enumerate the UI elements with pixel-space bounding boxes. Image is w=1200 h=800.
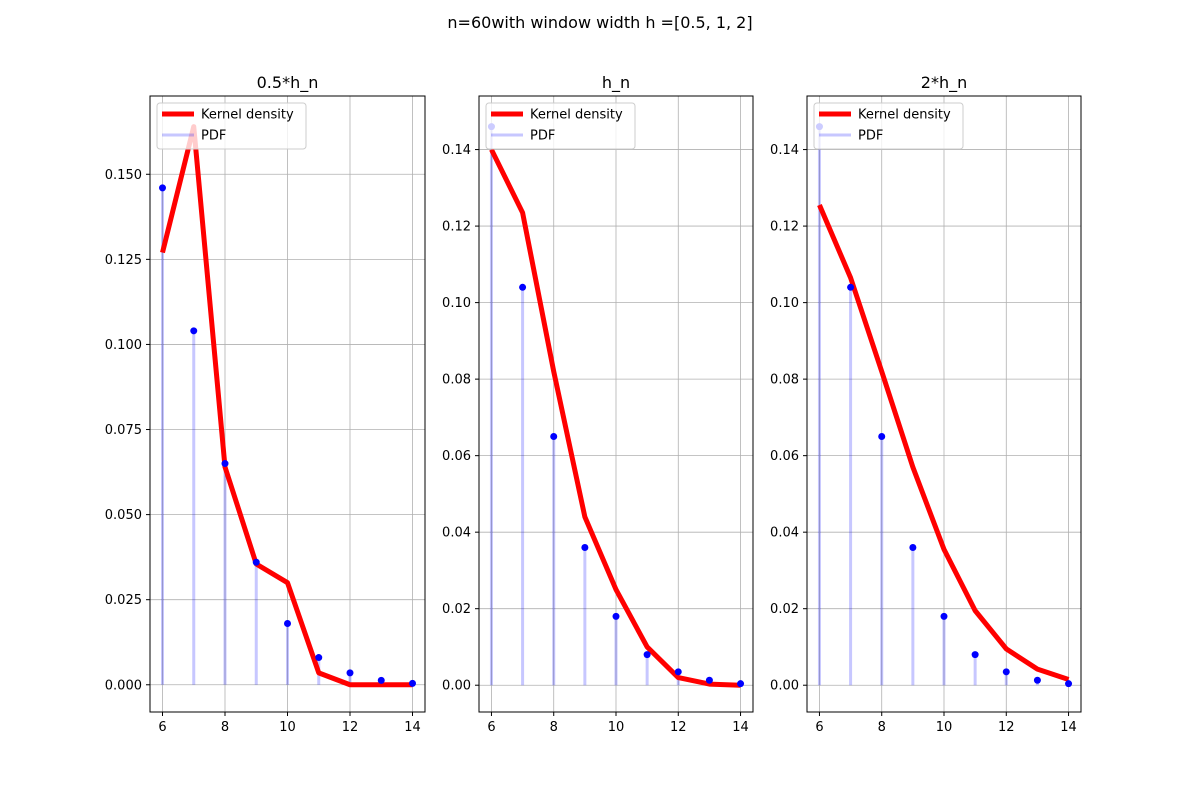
chart-1-title: h_n [602, 73, 630, 93]
chart-1-legend-kernel-label: Kernel density [530, 108, 623, 123]
chart-2-ytick-label-5: 0.10 [770, 296, 799, 311]
chart-1-ytick-label-5: 0.10 [442, 296, 471, 311]
chart-0-ytick-label-3: 0.075 [105, 423, 142, 438]
chart-0-legend: Kernel density PDF [156, 102, 307, 150]
chart-2-pdf-point-8 [1065, 680, 1073, 688]
chart-0-pdf-point-8 [409, 679, 416, 687]
chart-1-pdf-point-4 [612, 612, 620, 620]
chart-1-xtick-label-1: 8 [550, 720, 558, 735]
chart-0-xtick-label-1: 8 [221, 720, 229, 735]
chart-1-ytick-label-7: 0.14 [442, 143, 471, 158]
chart-0-xtick-label-2: 10 [279, 720, 296, 735]
chart-1-legend-pdf-label: PDF [530, 129, 555, 144]
chart-2-ytick-label-0: 0.00 [770, 679, 799, 694]
chart-2-legend-box [813, 102, 964, 150]
chart-2-xtick-label-4: 14 [1060, 720, 1077, 735]
chart-1-pdf-point-8 [737, 680, 745, 688]
chart-2-xtick-label-0: 6 [815, 720, 823, 735]
chart-0-ytick-label-6: 0.150 [105, 168, 142, 183]
chart-2-legend-pdf-label: PDF [858, 129, 883, 144]
chart-0-pdf-point-7 [377, 676, 385, 684]
chart-0-pdf-point-3 [252, 558, 260, 566]
chart-2-ytick-label-4: 0.08 [770, 373, 799, 388]
chart-0-ytick-label-5: 0.125 [105, 253, 142, 268]
chart-1-ytick-label-3: 0.06 [442, 449, 471, 464]
chart-1-kernel-line [489, 148, 741, 688]
chart-1-xtick-label-0: 6 [487, 720, 495, 735]
subplot-2: 6 8 10 12 14 0.00 0.02 0.04 0.06 0.08 0.10 0.12 0.14… [770, 73, 1082, 735]
chart-2-ytick-label-7: 0.14 [770, 143, 799, 158]
subplot-0: 6 8 10 12 14 0.000 0.025 0.050 0.075 0.100 0.125 0.… [105, 73, 426, 735]
chart-2-ytick-label-1: 0.02 [770, 602, 799, 617]
chart-0-pdf-point-4 [284, 620, 291, 628]
chart-2-pdf-point-7 [1033, 676, 1041, 684]
chart-2-title: 2*h_n [921, 73, 967, 93]
chart-2-xtick-label-2: 10 [936, 720, 953, 735]
chart-0-pdf-point-0 [159, 184, 166, 192]
figure-title: n=60with window width h =[0.5, 1, 2] [447, 13, 752, 32]
chart-0-legend-box [156, 102, 307, 150]
chart-0-legend-kernel-label: Kernel density [201, 108, 294, 123]
chart-0-title: 0.5*h_n [257, 73, 319, 93]
chart-1-ytick-label-0: 0.00 [442, 679, 471, 694]
chart-2-xtick-label-1: 8 [878, 720, 886, 735]
chart-2-pdf-point-5 [971, 651, 979, 659]
chart-1-pdf-point-1 [519, 283, 527, 291]
chart-1-xtick-label-2: 10 [608, 720, 625, 735]
chart-1-pdf-point-3 [581, 543, 589, 551]
subplot-1: 6 8 10 12 14 0.00 0.02 0.04 0.06 0.08 0.10 0.12 0.14… [442, 73, 754, 735]
chart-2-pdf-point-2 [878, 433, 886, 441]
chart-2-legend-kernel-label: Kernel density [858, 108, 951, 123]
chart-0-ytick-label-4: 0.100 [105, 338, 142, 353]
chart-1-legend: Kernel density PDF [485, 102, 636, 150]
chart-1-pdf-point-6 [674, 668, 682, 676]
chart-0-pdf-point-2 [221, 460, 229, 468]
chart-1-ytick-label-4: 0.08 [442, 373, 471, 388]
chart-2-ytick-label-2: 0.04 [770, 526, 799, 541]
chart-0-xtick-label-4: 14 [404, 720, 421, 735]
chart-0-pdf-point-1 [190, 327, 198, 335]
chart-0-xtick-label-0: 6 [158, 720, 166, 735]
chart-1-ytick-label-6: 0.12 [442, 220, 471, 235]
chart-2-xtick-label-3: 12 [998, 720, 1015, 735]
chart-1-xtick-label-3: 12 [670, 720, 687, 735]
chart-1-ytick-label-1: 0.02 [442, 602, 471, 617]
chart-1-pdf-point-5 [643, 651, 651, 659]
chart-1-ytick-label-2: 0.04 [442, 526, 471, 541]
chart-0-ytick-label-2: 0.050 [105, 508, 142, 523]
chart-1-pdf-point-7 [705, 676, 713, 684]
chart-1-legend-box [485, 102, 636, 150]
chart-0-pdf-point-5 [315, 654, 323, 662]
chart-2-kernel-line [817, 204, 1070, 682]
chart-0-pdf-point-6 [346, 669, 354, 677]
chart-2-pdf-point-6 [1002, 668, 1010, 676]
chart-2-pdf-point-4 [940, 612, 948, 620]
chart-0-ytick-label-0: 0.000 [105, 678, 142, 693]
chart-2-pdf-point-3 [909, 543, 917, 551]
chart-2-pdf-point-1 [847, 283, 855, 291]
chart-0-kernel-line [160, 124, 413, 688]
chart-2-ytick-label-3: 0.06 [770, 449, 799, 464]
chart-1-pdf-point-2 [550, 433, 558, 441]
chart-0-xtick-label-3: 12 [342, 720, 359, 735]
chart-2-ytick-label-6: 0.12 [770, 220, 799, 235]
chart-1-xtick-label-4: 14 [732, 720, 749, 735]
chart-0-ytick-label-1: 0.025 [105, 593, 142, 608]
chart-2-legend: Kernel density PDF [813, 102, 964, 150]
chart-0-legend-pdf-label: PDF [201, 129, 226, 144]
